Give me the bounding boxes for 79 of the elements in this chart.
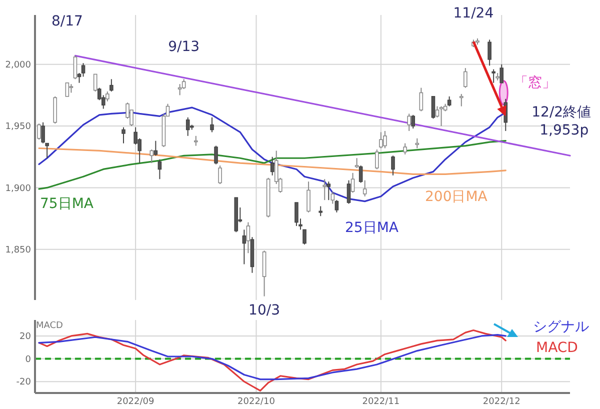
candlestick: [403, 142, 407, 155]
candlestick: [407, 113, 411, 132]
annotation: 10/3: [248, 302, 280, 318]
candlestick: [391, 155, 395, 176]
candlestick: [73, 55, 78, 80]
candlestick: [270, 156, 274, 176]
candlestick: [41, 122, 45, 144]
y-tick-label: 1,850: [5, 246, 32, 256]
y-tick-label: 1,900: [5, 184, 32, 194]
y-tick-label: 2,000: [5, 60, 32, 70]
candlestick: [459, 93, 464, 107]
candlestick: [346, 180, 351, 204]
candlestick: [362, 180, 367, 197]
candlestick: [218, 165, 222, 185]
annotation: 12/2終値 1,953p: [532, 104, 592, 138]
candlestick: [210, 116, 214, 133]
candlestick: [330, 190, 335, 204]
x-tick-label: 2022/11: [362, 397, 400, 407]
candlestick: [354, 158, 359, 168]
y-tick-label: -20: [16, 378, 32, 388]
candlestick: [334, 200, 339, 213]
x-tick-label: 2022/12: [482, 397, 520, 407]
candlestick: [492, 68, 496, 84]
annotation: 9/13: [168, 39, 200, 56]
candlestick: [375, 148, 379, 170]
candlestick: [350, 172, 355, 194]
y-tick-label: 0: [25, 354, 32, 365]
candlestick: [154, 140, 158, 156]
candlestick: [65, 82, 70, 97]
candlestick: [379, 132, 383, 149]
candlestick: [81, 62, 86, 78]
series-label: 25日MA: [345, 220, 399, 236]
series-label: 200日MA: [425, 189, 488, 205]
candlestick: [194, 135, 198, 146]
candlestick: [294, 202, 298, 226]
candlestick: [439, 106, 444, 127]
candlestick: [246, 222, 250, 254]
candlestick: [358, 165, 363, 184]
candlestick: [214, 145, 218, 165]
candlestick: [488, 39, 492, 66]
series-label: シグナル: [533, 319, 589, 335]
candlestick: [158, 158, 162, 180]
x-tick-label: 2022/10: [238, 397, 276, 407]
candlestick: [435, 106, 440, 118]
annotation: 8/17: [52, 14, 83, 30]
candlestick: [447, 96, 452, 107]
candlestick: [383, 130, 387, 149]
candlestick: [431, 96, 436, 120]
candlestick: [106, 90, 110, 102]
line-series: [38, 147, 506, 175]
candlestick: [415, 138, 420, 149]
y-tick-label: 1,950: [5, 122, 32, 132]
candlestick: [110, 78, 114, 92]
line-series: [38, 334, 506, 380]
candlestick: [186, 116, 190, 136]
series-label: 75日MA: [40, 196, 94, 212]
candlestick: [178, 84, 182, 96]
candlestick: [37, 123, 41, 140]
y-tick-label: 20: [20, 332, 32, 342]
candlestick: [150, 148, 154, 164]
candlestick: [318, 206, 322, 217]
candlestick: [306, 181, 310, 213]
line-series: [38, 329, 506, 392]
candlestick: [93, 74, 98, 92]
candlestick: [411, 114, 416, 130]
candlestick: [419, 87, 424, 112]
candlestick: [500, 64, 504, 84]
annotation: 「窓」: [514, 75, 556, 91]
candlestick: [326, 181, 331, 201]
candlestick: [322, 178, 327, 201]
text: MACD: [536, 340, 578, 356]
candlestick: [302, 229, 306, 245]
candlestick: [464, 68, 468, 88]
y-axis-title: MACD: [36, 321, 64, 331]
annotation: 11/24: [453, 6, 494, 22]
candlestick: [122, 126, 126, 144]
x-tick-label: 2022/09: [116, 397, 155, 407]
candlestick: [242, 229, 246, 265]
line-series: [38, 140, 506, 190]
